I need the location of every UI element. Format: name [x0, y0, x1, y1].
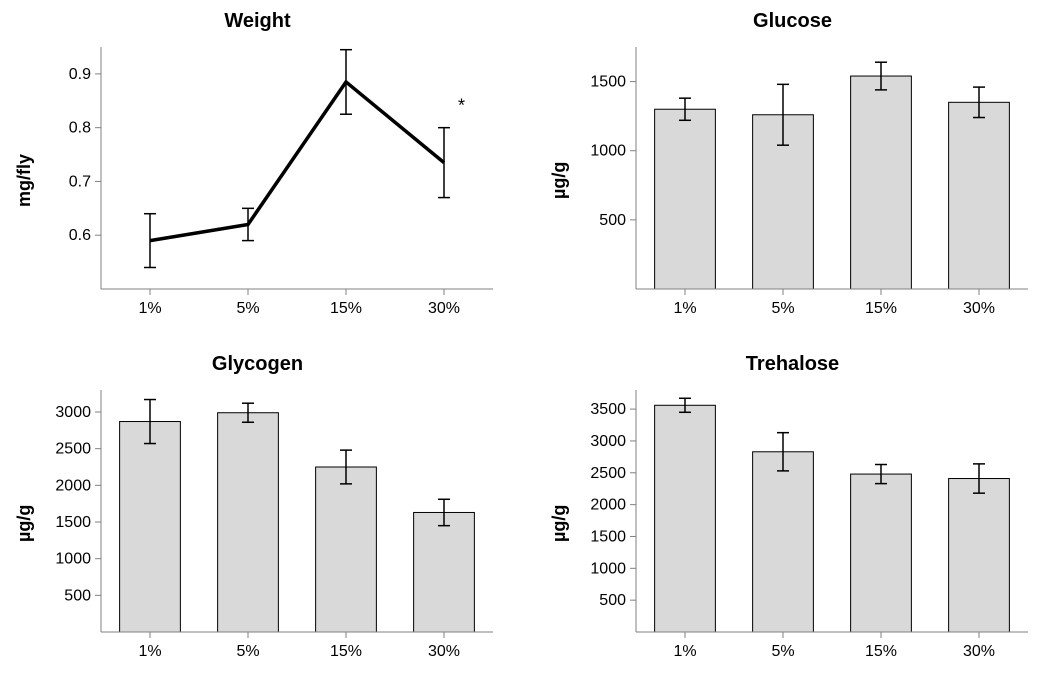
chart-wrap: µg/g 500 1000 1500 2000 2500 3000 1% 5% 15% 30% [10, 380, 505, 666]
svg-text:15%: 15% [865, 300, 897, 317]
svg-text:500: 500 [64, 587, 91, 604]
chart-wrap: mg/fly 0.6 0.7 0.8 0.9 1% 5% 15% 30% * [10, 37, 505, 323]
panel-weight: Weight mg/fly 0.6 0.7 0.8 0.9 1% 5% 15% 30% * [10, 10, 505, 323]
svg-text:1%: 1% [138, 300, 161, 317]
svg-text:15%: 15% [330, 300, 362, 317]
panel-glycogen: Glycogen µg/g 500100015002000250030001%5… [10, 353, 505, 666]
svg-text:5%: 5% [771, 643, 794, 660]
svg-text:1%: 1% [673, 643, 696, 660]
panel-title: Glucose [545, 10, 1040, 33]
y-axis-label: mg/fly [10, 37, 39, 323]
svg-text:3000: 3000 [590, 433, 626, 450]
svg-text:5%: 5% [236, 300, 259, 317]
chart-area: 500 1000 1500 2000 2500 3000 3500 1% 5% 15% 30% [574, 380, 1040, 666]
chart-area: 500 1000 1500 2000 2500 3000 1% 5% 15% 30% [39, 380, 505, 666]
svg-text:1000: 1000 [590, 560, 626, 577]
svg-text:30%: 30% [428, 300, 460, 317]
svg-text:0.7: 0.7 [69, 173, 91, 190]
chart-area: 500 1000 1500 1% 5% 15% 30% [574, 37, 1040, 323]
svg-text:15%: 15% [865, 643, 897, 660]
svg-text:*: * [458, 96, 465, 116]
svg-text:2000: 2000 [590, 497, 626, 514]
y-axis-label: µg/g [10, 380, 39, 666]
svg-text:1000: 1000 [55, 551, 91, 568]
svg-text:2500: 2500 [590, 465, 626, 482]
svg-text:30%: 30% [428, 643, 460, 660]
svg-text:2000: 2000 [55, 477, 91, 494]
svg-text:1%: 1% [138, 643, 161, 660]
svg-text:500: 500 [599, 212, 626, 229]
svg-text:1500: 1500 [590, 74, 626, 91]
chart-area: 0.6 0.7 0.8 0.9 1% 5% 15% 30% * [39, 37, 505, 323]
svg-text:0.9: 0.9 [69, 66, 91, 83]
panel-title: Weight [10, 10, 505, 33]
svg-text:0.6: 0.6 [69, 227, 91, 244]
svg-text:0.8: 0.8 [69, 120, 91, 137]
chart-grid: Weight mg/fly 0.6 0.7 0.8 0.9 1% 5% 15% 30% * Gl… [10, 10, 1040, 666]
svg-text:30%: 30% [963, 643, 995, 660]
panel-trehalose: Trehalose µg/g 500 1000 1500 2000 2500 3000 35… [545, 353, 1040, 666]
svg-text:5%: 5% [771, 300, 794, 317]
panel-glucose: Glucose µg/g 500 1000 1500 1% 5% 15% 30% [545, 10, 1040, 323]
chart-wrap: µg/g 500 1000 1500 1% 5% 15% 30% [545, 37, 1040, 323]
svg-text:1000: 1000 [590, 143, 626, 160]
svg-text:3000: 3000 [55, 404, 91, 421]
svg-text:30%: 30% [963, 300, 995, 317]
svg-text:1500: 1500 [590, 528, 626, 545]
svg-text:15%: 15% [330, 643, 362, 660]
svg-text:5%: 5% [236, 643, 259, 660]
panel-title: Trehalose [545, 353, 1040, 376]
svg-text:3500: 3500 [590, 401, 626, 418]
panel-title: Glycogen [10, 353, 505, 376]
svg-text:1%: 1% [673, 300, 696, 317]
svg-text:1500: 1500 [55, 514, 91, 531]
svg-text:500: 500 [599, 592, 626, 609]
y-axis-label: µg/g [545, 380, 574, 666]
y-axis-label: µg/g [545, 37, 574, 323]
chart-wrap: µg/g 500 1000 1500 2000 2500 3000 3500 1% 5% 15% 3… [545, 380, 1040, 666]
svg-text:2500: 2500 [55, 441, 91, 458]
